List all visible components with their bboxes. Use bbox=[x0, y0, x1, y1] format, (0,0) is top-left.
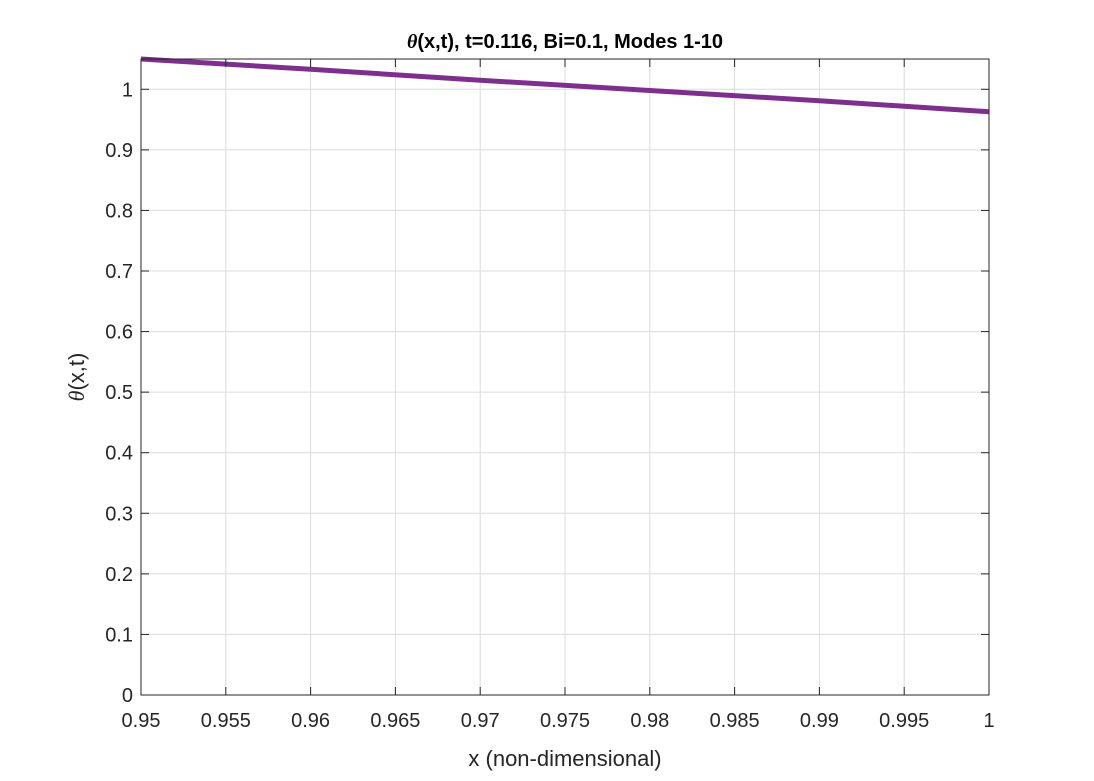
chart-title: θ(x,t), t=0.116, Bi=0.1, Modes 1-10 bbox=[407, 31, 723, 53]
x-tick-label: 0.95 bbox=[122, 710, 161, 732]
chart-title-symbol: θ bbox=[407, 31, 418, 53]
x-tick-label: 0.995 bbox=[879, 710, 929, 732]
x-tick-label: 0.96 bbox=[291, 710, 330, 732]
y-tick-label: 0.3 bbox=[105, 503, 133, 525]
x-tick-label: 1 bbox=[983, 710, 994, 732]
chart-title-text: (x,t), t=0.116, Bi=0.1, Modes 1-10 bbox=[417, 31, 723, 53]
grid bbox=[141, 59, 989, 695]
y-tick-label: 0 bbox=[122, 685, 133, 707]
y-tick-label: 0.2 bbox=[105, 564, 133, 586]
y-axis-label-text: (x,t) bbox=[64, 353, 89, 391]
series-line-0 bbox=[140, 56, 990, 115]
y-tick-label: 0.4 bbox=[105, 443, 133, 465]
y-tick-label: 0.8 bbox=[105, 200, 133, 222]
x-tick-label: 0.99 bbox=[800, 710, 839, 732]
x-tick-label: 0.965 bbox=[370, 710, 420, 732]
y-tick-label: 0.5 bbox=[105, 382, 133, 404]
tick-labels: 0.95 0.955 0.96 0.965 0.97 0.975 0.98 0.985 0.99… bbox=[105, 79, 994, 732]
y-tick-label: 0.7 bbox=[105, 261, 133, 283]
x-tick-label: 0.955 bbox=[201, 710, 251, 732]
x-tick-label: 0.98 bbox=[630, 710, 669, 732]
series-layer bbox=[140, 56, 990, 115]
y-axis-label: θ(x,t) bbox=[64, 353, 89, 402]
x-tick-label: 0.975 bbox=[540, 710, 590, 732]
y-tick-label: 0.6 bbox=[105, 322, 133, 344]
x-tick-label: 0.985 bbox=[710, 710, 760, 732]
y-axis-label-symbol: θ bbox=[64, 390, 89, 401]
y-tick-label: 1 bbox=[122, 79, 133, 101]
y-tick-label: 0.9 bbox=[105, 140, 133, 162]
y-tick-label: 0.1 bbox=[105, 624, 133, 646]
ticks bbox=[140, 59, 990, 696]
x-tick-label: 0.97 bbox=[461, 710, 500, 732]
x-axis-label: x (non-dimensional) bbox=[468, 746, 661, 771]
